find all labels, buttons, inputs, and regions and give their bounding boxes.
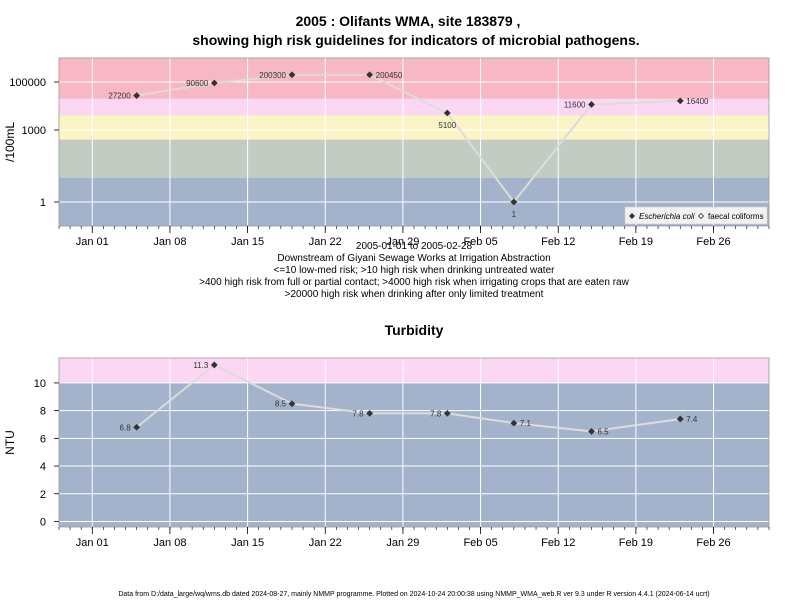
series-line <box>136 73 681 204</box>
top-chart-title-line1: 2005 : Olifants WMA, site 183879 , <box>296 13 521 29</box>
top-chart-note-4: >400 high risk from full or partial cont… <box>199 277 629 288</box>
data-label: 200300 <box>259 71 286 80</box>
data-label: 7.4 <box>686 415 698 424</box>
data-label: 200450 <box>376 71 403 80</box>
data-label: 27200 <box>108 92 131 101</box>
risk-band-2 <box>59 358 769 383</box>
x-tick-label: Jan 29 <box>386 537 419 549</box>
legend-marker-faecal <box>697 212 705 220</box>
y-tick-label: 10 <box>34 378 46 390</box>
top-chart-note-2: Downstream of Giyani Sewage Works at Irr… <box>277 253 550 264</box>
x-tick-label: Jan 15 <box>231 236 264 248</box>
bottom-chart-title: Turbidity <box>385 322 444 338</box>
data-label: 90600 <box>186 79 209 88</box>
x-tick-label: Jan 01 <box>76 236 109 248</box>
y-axis-label: /100mL <box>3 122 17 162</box>
y-axis-label: NTU <box>3 430 17 455</box>
x-tick-label: Jan 29 <box>386 236 419 248</box>
y-tick-label: 1 <box>40 197 46 209</box>
data-point <box>288 71 296 79</box>
x-tick-label: Jan 22 <box>309 236 342 248</box>
data-label: 11600 <box>564 100 586 109</box>
data-point <box>443 410 451 417</box>
risk-band-2 <box>59 139 769 178</box>
data-point <box>210 79 218 87</box>
x-tick-label: Jan 08 <box>153 537 186 549</box>
y-tick-label: 8 <box>40 406 46 418</box>
data-point <box>133 423 141 431</box>
y-tick-label: 4 <box>40 461 46 473</box>
x-tick-label: Jan 15 <box>231 537 264 549</box>
data-point <box>366 410 374 417</box>
x-tick-label: Jan 01 <box>76 537 109 549</box>
y-tick-label: 0 <box>40 516 46 528</box>
top-chart-note-1: 2005-01-01 to 2005-02-28 <box>356 241 473 252</box>
turbidity-plot: 0 2 4 6 8 10 NTU Jan 01 Jan 08 Jan 15 Jan 22 Jan 29… <box>3 357 770 549</box>
data-label: 7.8 <box>430 409 442 418</box>
series-line <box>136 363 681 433</box>
data-point <box>510 198 518 206</box>
data-label: 7.1 <box>520 419 532 428</box>
top-chart-note-5: >20000 high risk when drinking after onl… <box>285 289 544 300</box>
x-tick-label: Feb 12 <box>541 236 575 248</box>
data-label: 6.8 <box>120 423 132 432</box>
x-tick-label: Feb 05 <box>463 537 497 549</box>
x-tick-label: Feb 05 <box>463 236 497 248</box>
data-point <box>133 92 141 99</box>
risk-band-3 <box>59 115 769 140</box>
data-point <box>366 71 374 79</box>
data-point <box>588 428 595 435</box>
x-tick-label: Feb 19 <box>619 537 653 549</box>
x-tick-label: Feb 26 <box>696 236 730 248</box>
x-tick-label: Jan 22 <box>309 537 342 549</box>
legend: Escherichia coli faecal coliforms <box>624 206 768 225</box>
data-label: 8.5 <box>275 400 287 409</box>
risk-band-1 <box>59 382 769 527</box>
y-tick-label: 6 <box>40 433 46 445</box>
data-point <box>676 97 684 105</box>
data-label: 6.5 <box>598 427 610 436</box>
x-tick-label: Feb 26 <box>696 537 730 549</box>
data-point <box>443 109 451 117</box>
legend-label-ecoli: Escherichia coli <box>639 212 695 221</box>
data-point <box>510 419 518 427</box>
x-tick-label: Jan 08 <box>153 236 186 248</box>
y-tick-label: 1000 <box>22 125 46 137</box>
footer-text: Data from D:/data_large/wq/wms.db dated … <box>118 591 709 598</box>
top-chart-title-line2: showing high risk guidelines for indicat… <box>192 32 639 48</box>
data-point <box>210 361 218 369</box>
microbial-plot: 1 1000 100000/100mL Jan 01 Jan 08 Jan 15 Jan 2… <box>3 57 770 248</box>
y-tick-label: 100000 <box>9 77 46 89</box>
data-label: 7.8 <box>353 409 365 418</box>
top-chart-note-3: <=10 low-med risk; >10 high risk when dr… <box>274 265 556 276</box>
x-tick-label: Feb 19 <box>619 236 653 248</box>
x-tick-label: Feb 12 <box>541 537 575 549</box>
data-label: 5100 <box>438 121 456 130</box>
legend-label-faecal: faecal coliforms <box>708 212 764 221</box>
legend-box <box>624 206 768 225</box>
data-label: 1 <box>512 210 517 219</box>
data-label: 16400 <box>686 97 709 106</box>
data-point <box>676 415 684 423</box>
y-tick-label: 2 <box>40 489 46 501</box>
legend-marker-ecoli <box>629 213 635 219</box>
data-label: 11.3 <box>193 361 209 370</box>
data-point <box>288 400 296 408</box>
data-point <box>588 101 595 108</box>
risk-band-5 <box>59 58 769 99</box>
